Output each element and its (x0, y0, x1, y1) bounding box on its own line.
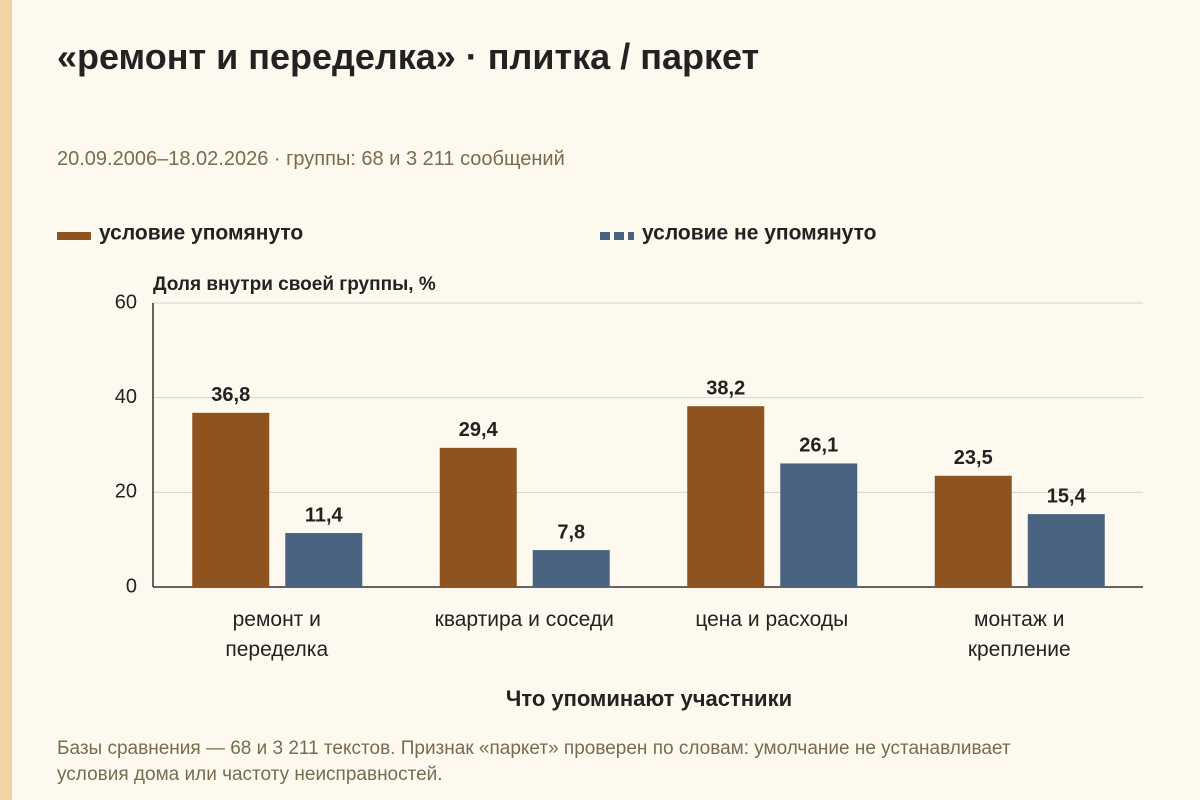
legend-label: условие упомянуто (99, 222, 303, 245)
chart-title: «ремонт и переделка» · плитка / паркет (57, 36, 760, 77)
legend-label: условие не упомянуто (642, 222, 876, 245)
legend-marker (57, 232, 91, 240)
bar (780, 463, 858, 587)
chart-subtitle: 20.09.2006–18.02.2026 · группы: 68 и 3 2… (57, 148, 565, 170)
value-label: 36,8 (211, 384, 250, 406)
value-label: 11,4 (305, 504, 344, 526)
footnote: Базы сравнения — 68 и 3 211 текстов. При… (57, 738, 1011, 785)
y-tick-label: 40 (115, 386, 137, 408)
bar (532, 550, 610, 587)
bar (687, 406, 765, 587)
value-label: 15,4 (1047, 485, 1087, 507)
x-tick-label: монтаж и крепление (967, 608, 1071, 661)
y-tick-label: 60 (115, 291, 137, 313)
bar (439, 447, 517, 587)
x-tick-label: цена и расходы (695, 608, 849, 631)
value-label: 7,8 (557, 521, 585, 543)
value-label: 38,2 (706, 377, 745, 399)
bar (934, 475, 1012, 587)
bar (192, 412, 270, 587)
bar (1027, 514, 1105, 587)
accent-strip (0, 0, 12, 800)
x-axis-title: Что упоминают участники (506, 686, 792, 711)
value-label: 29,4 (459, 419, 499, 441)
value-label: 23,5 (954, 447, 993, 469)
x-tick-label: квартира и соседи (434, 608, 614, 631)
y-tick-label: 0 (126, 575, 137, 597)
y-axis-title: Доля внутри своей группы, % (153, 274, 436, 295)
x-tick-label: ремонт и переделка (225, 608, 329, 661)
y-tick-label: 20 (115, 481, 137, 503)
value-label: 26,1 (799, 435, 838, 457)
bar (285, 533, 363, 587)
